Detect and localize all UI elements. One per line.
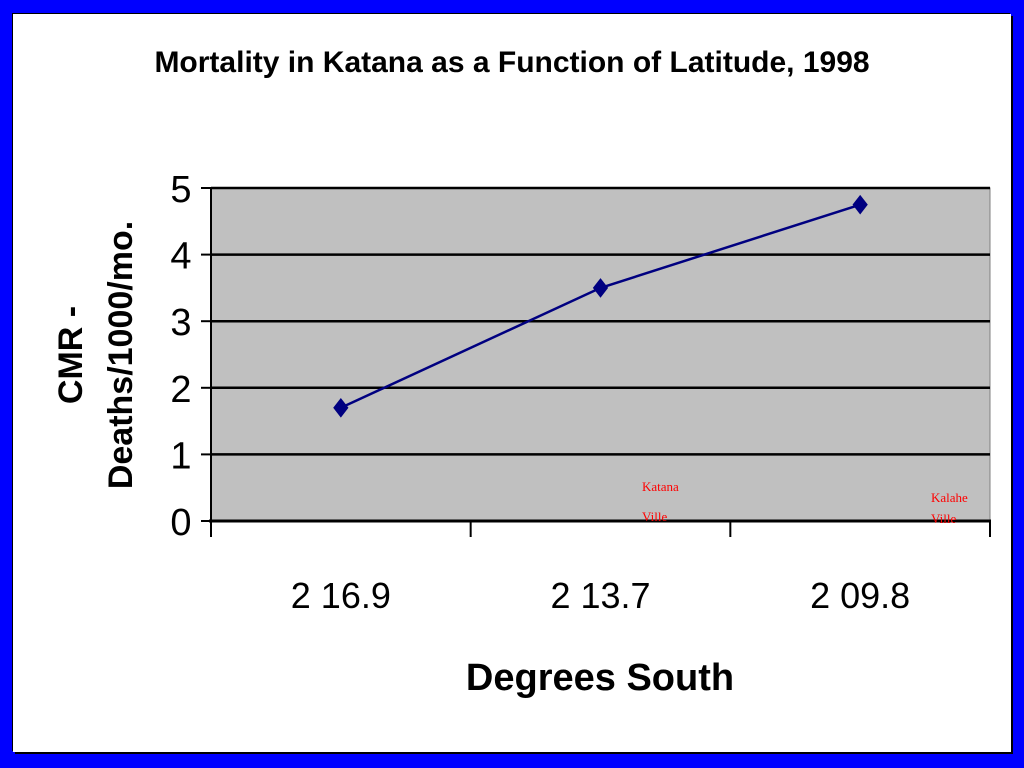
y-tick-label-2: 2 <box>170 369 191 411</box>
data-point-2 <box>852 194 868 215</box>
data-point-0 <box>333 397 349 418</box>
y-tick-label-4: 4 <box>170 236 191 278</box>
axes <box>201 187 991 537</box>
x-tick-label-2: 2 09.8 <box>810 575 910 616</box>
y-axis-label: CMR - Deaths/1000/mo. <box>52 221 140 489</box>
annotation-0-line-1: Ville <box>642 509 667 524</box>
y-tick-label-3: 3 <box>170 302 191 344</box>
annotation-1-line-0: Kalahe <box>931 490 968 505</box>
x-tick-label-1: 2 13.7 <box>550 575 650 616</box>
annotation-1-line-1: Ville <box>931 511 956 526</box>
plot-area: 0 1 2 3 4 5 2 16.9 2 13.7 2 09.8 Katana Ville Kal… <box>170 169 991 616</box>
annotations: Katana Ville Kalahe Ville <box>642 479 968 526</box>
y-tick-label-0: 0 <box>170 502 191 544</box>
x-tick-label-0: 2 16.9 <box>291 575 391 616</box>
y-tick-label-5: 5 <box>170 169 191 211</box>
x-axis-label: Degrees South <box>466 657 734 699</box>
annotation-0-line-0: Katana <box>642 479 679 494</box>
x-tick-labels: 2 16.9 2 13.7 2 09.8 <box>291 575 910 616</box>
y-axis-label-line2: Deaths/1000/mo. <box>102 221 140 489</box>
series <box>333 194 868 418</box>
y-tick-label-1: 1 <box>170 435 191 477</box>
y-tick-labels: 0 1 2 3 4 5 <box>170 169 191 544</box>
plot-background <box>210 187 991 522</box>
gridlines <box>211 186 990 456</box>
chart-title: Mortality in Katana as a Function of Lat… <box>154 46 869 79</box>
data-point-1 <box>592 278 609 298</box>
y-axis-label-line1: CMR - <box>52 306 90 404</box>
